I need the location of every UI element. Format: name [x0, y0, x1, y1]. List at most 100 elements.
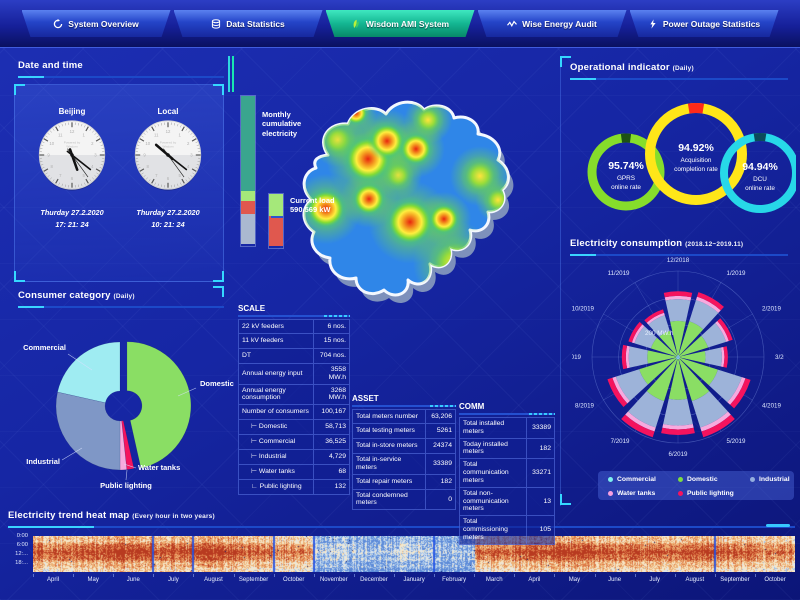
nav-tab-wise-energy-audit[interactable]: Wise Energy Audit	[477, 10, 627, 37]
scale-table-title: SCALE	[238, 304, 266, 313]
svg-text:4/2019: 4/2019	[762, 403, 781, 410]
table-row: 11 kV feeders 15 nos.	[238, 334, 350, 349]
heatmap-month-label: July	[153, 574, 193, 583]
table-row: Total commissioning meters 105	[459, 516, 555, 545]
date-time-underline	[18, 76, 224, 78]
svg-text:7: 7	[59, 173, 62, 178]
clock-date: Thurday 27.2.2020	[40, 208, 104, 217]
bracket-decoration	[560, 56, 571, 67]
electricity-consumption-rose-chart: 12/2018 1/2019 2/2019 3/2019 4/2019 5/2019 6/2…	[572, 257, 784, 458]
nav-tab-power-outage-statistics[interactable]: Power Outage Statistics	[629, 10, 779, 37]
table-row: Total meters number 63,206	[352, 409, 456, 424]
table-row: ⊢ Commercial 36,525	[238, 435, 350, 451]
panel-divider	[560, 56, 561, 506]
svg-text:11: 11	[154, 132, 159, 137]
current-load-bar	[268, 193, 284, 249]
electricity-consumption-title: Electricity consumption (2018.12~2019.11…	[570, 238, 744, 249]
bracket-decoration	[213, 286, 224, 297]
svg-text:1: 1	[83, 132, 86, 137]
table-row: Annual energy consumption 3268 MW.h	[238, 384, 350, 406]
consumer-category-underline	[18, 306, 224, 308]
operational-indicator-title: Operational indicator (Daily)	[570, 62, 694, 73]
svg-text:5: 5	[83, 173, 86, 178]
svg-text:DCU: DCU	[753, 176, 767, 183]
svg-text:95.74%: 95.74%	[608, 160, 644, 172]
svg-text:online rate: online rate	[745, 185, 775, 192]
consumption-legend: Commercial Domestic Industrial Water tanks P…	[598, 471, 794, 500]
svg-text:9: 9	[143, 153, 146, 158]
svg-text:Powered by: Powered by	[64, 140, 81, 144]
heatmap-month-label: February	[434, 574, 474, 583]
svg-text:6: 6	[167, 176, 170, 181]
svg-text:12/2018: 12/2018	[667, 257, 690, 264]
bolt-icon	[650, 18, 656, 29]
legend-item: Industrial	[750, 476, 800, 483]
electricity-trend-heatmap	[33, 536, 795, 572]
heatmap-month-label: October	[273, 574, 314, 583]
svg-text:2/2019: 2/2019	[762, 306, 781, 313]
svg-text:11: 11	[58, 132, 63, 137]
clock-city-label: Beijing	[58, 107, 86, 116]
table-row: ⊢ Water tanks 68	[238, 465, 350, 481]
svg-text:GPRS: GPRS	[617, 175, 635, 182]
nav-tab-system-overview[interactable]: System Overview	[21, 10, 171, 37]
table-row: Today installed meters 182	[459, 438, 555, 460]
nav-tab-data-statistics[interactable]: Data Statistics	[173, 10, 323, 37]
svg-text:5: 5	[179, 173, 182, 178]
operational-underline	[570, 78, 788, 80]
scale-table: 22 kV feeders 6 nos. 11 kV feeders 15 nos. D…	[238, 319, 350, 496]
svg-text:9: 9	[47, 153, 50, 158]
accent-bar	[232, 56, 234, 92]
current-load-label: Current load 590.569 kW	[290, 196, 335, 215]
heatmap-month-label: August	[193, 574, 233, 583]
heatmap-month-label: October	[754, 574, 795, 583]
svg-text:94.94%: 94.94%	[742, 161, 778, 173]
heatmap-title: Electricity trend heat map (Every hour i…	[8, 510, 215, 521]
accent-bar	[228, 56, 230, 92]
svg-text:Domestic: Domestic	[200, 379, 234, 388]
nav-tab-wisdom-ami-system[interactable]: Wisdom AMI System	[325, 10, 475, 37]
clock-date: Thurday 27.2.2020	[136, 208, 200, 217]
svg-text:Acquisition: Acquisition	[681, 157, 712, 164]
refresh-icon	[54, 18, 63, 28]
svg-text:3: 3	[94, 153, 97, 158]
svg-text:6: 6	[71, 176, 74, 181]
scrollbar-accent	[766, 524, 790, 527]
heatmap-month-label: March	[474, 574, 514, 583]
svg-text:10: 10	[145, 141, 150, 146]
svg-text:Wisdom: Wisdom	[162, 145, 174, 149]
svg-text:3/2019: 3/2019	[775, 354, 784, 361]
table-row: Total installed meters 33389	[459, 417, 555, 439]
heatmap-month-label: May	[554, 574, 594, 583]
operational-indicator-rings: 95.74% GPRS online rate 94.92% Acquisition co…	[587, 103, 796, 213]
svg-text:10: 10	[49, 141, 54, 146]
heatmap-month-label: December	[353, 574, 394, 583]
svg-text:Industrial: Industrial	[26, 457, 60, 466]
table-row: Total repair meters 182	[352, 474, 456, 490]
svg-text:8: 8	[147, 164, 150, 169]
svg-text:7/2019: 7/2019	[611, 438, 630, 445]
svg-text:5/2019: 5/2019	[727, 438, 746, 445]
monthly-cumulative-label: Monthly cumulative electricity	[262, 110, 302, 138]
wave-icon	[507, 20, 518, 27]
heatmap-month-label: May	[73, 574, 113, 583]
legend-item: Domestic	[678, 476, 750, 483]
table-row: Total non-communication meters 13	[459, 487, 555, 517]
current-load-value: 590.569 kW	[290, 205, 331, 215]
svg-text:1: 1	[179, 132, 182, 137]
svg-text:4: 4	[187, 164, 190, 169]
top-nav-bar: System Overview Data Statistics Wisdom AMI…	[0, 0, 800, 48]
table-row: ∟ Public lighting 132	[238, 480, 350, 496]
svg-text:Commercial: Commercial	[23, 343, 66, 352]
svg-text:11/2019: 11/2019	[608, 270, 630, 277]
svg-text:1/2019: 1/2019	[727, 270, 746, 277]
monthly-cumulative-bar	[240, 95, 256, 247]
heatmap-month-label: June	[113, 574, 153, 583]
table-row: ⊢ Industrial 4,729	[238, 450, 350, 466]
table-row: DT 704 nos.	[238, 349, 350, 364]
heatmap-month-label: November	[313, 574, 354, 583]
table-row: 22 kV feeders 6 nos.	[238, 319, 350, 334]
legend-item: Public lighting	[678, 490, 750, 497]
heatmap-month-label: September	[233, 574, 274, 583]
